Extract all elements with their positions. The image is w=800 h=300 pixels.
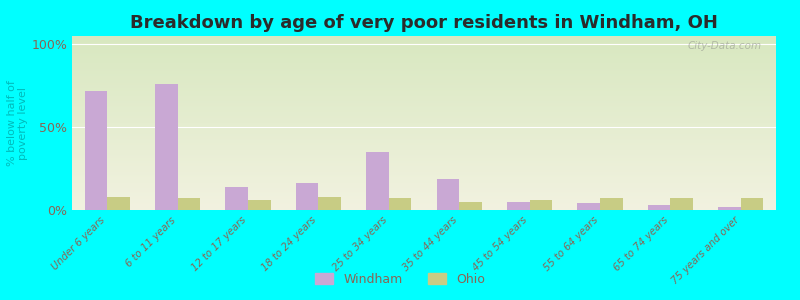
Bar [600, 198, 622, 210]
Bar [741, 198, 763, 210]
Bar [389, 198, 411, 210]
Bar [178, 198, 200, 210]
Text: City-Data.com: City-Data.com [688, 41, 762, 51]
Bar [366, 152, 389, 210]
Y-axis label: % below half of
poverty level: % below half of poverty level [7, 80, 29, 166]
Bar [648, 205, 670, 210]
Bar [530, 200, 552, 210]
Bar [85, 91, 107, 210]
Bar [226, 187, 248, 210]
Bar [718, 207, 741, 210]
Legend: Windham, Ohio: Windham, Ohio [310, 268, 490, 291]
Bar [459, 202, 482, 210]
Bar [155, 84, 178, 210]
Bar [107, 197, 130, 210]
Bar [507, 202, 530, 210]
Bar [670, 198, 693, 210]
Bar [437, 178, 459, 210]
Title: Breakdown by age of very poor residents in Windham, OH: Breakdown by age of very poor residents … [130, 14, 718, 32]
Bar [296, 184, 318, 210]
Bar [248, 200, 270, 210]
Bar [318, 197, 341, 210]
Bar [578, 203, 600, 210]
